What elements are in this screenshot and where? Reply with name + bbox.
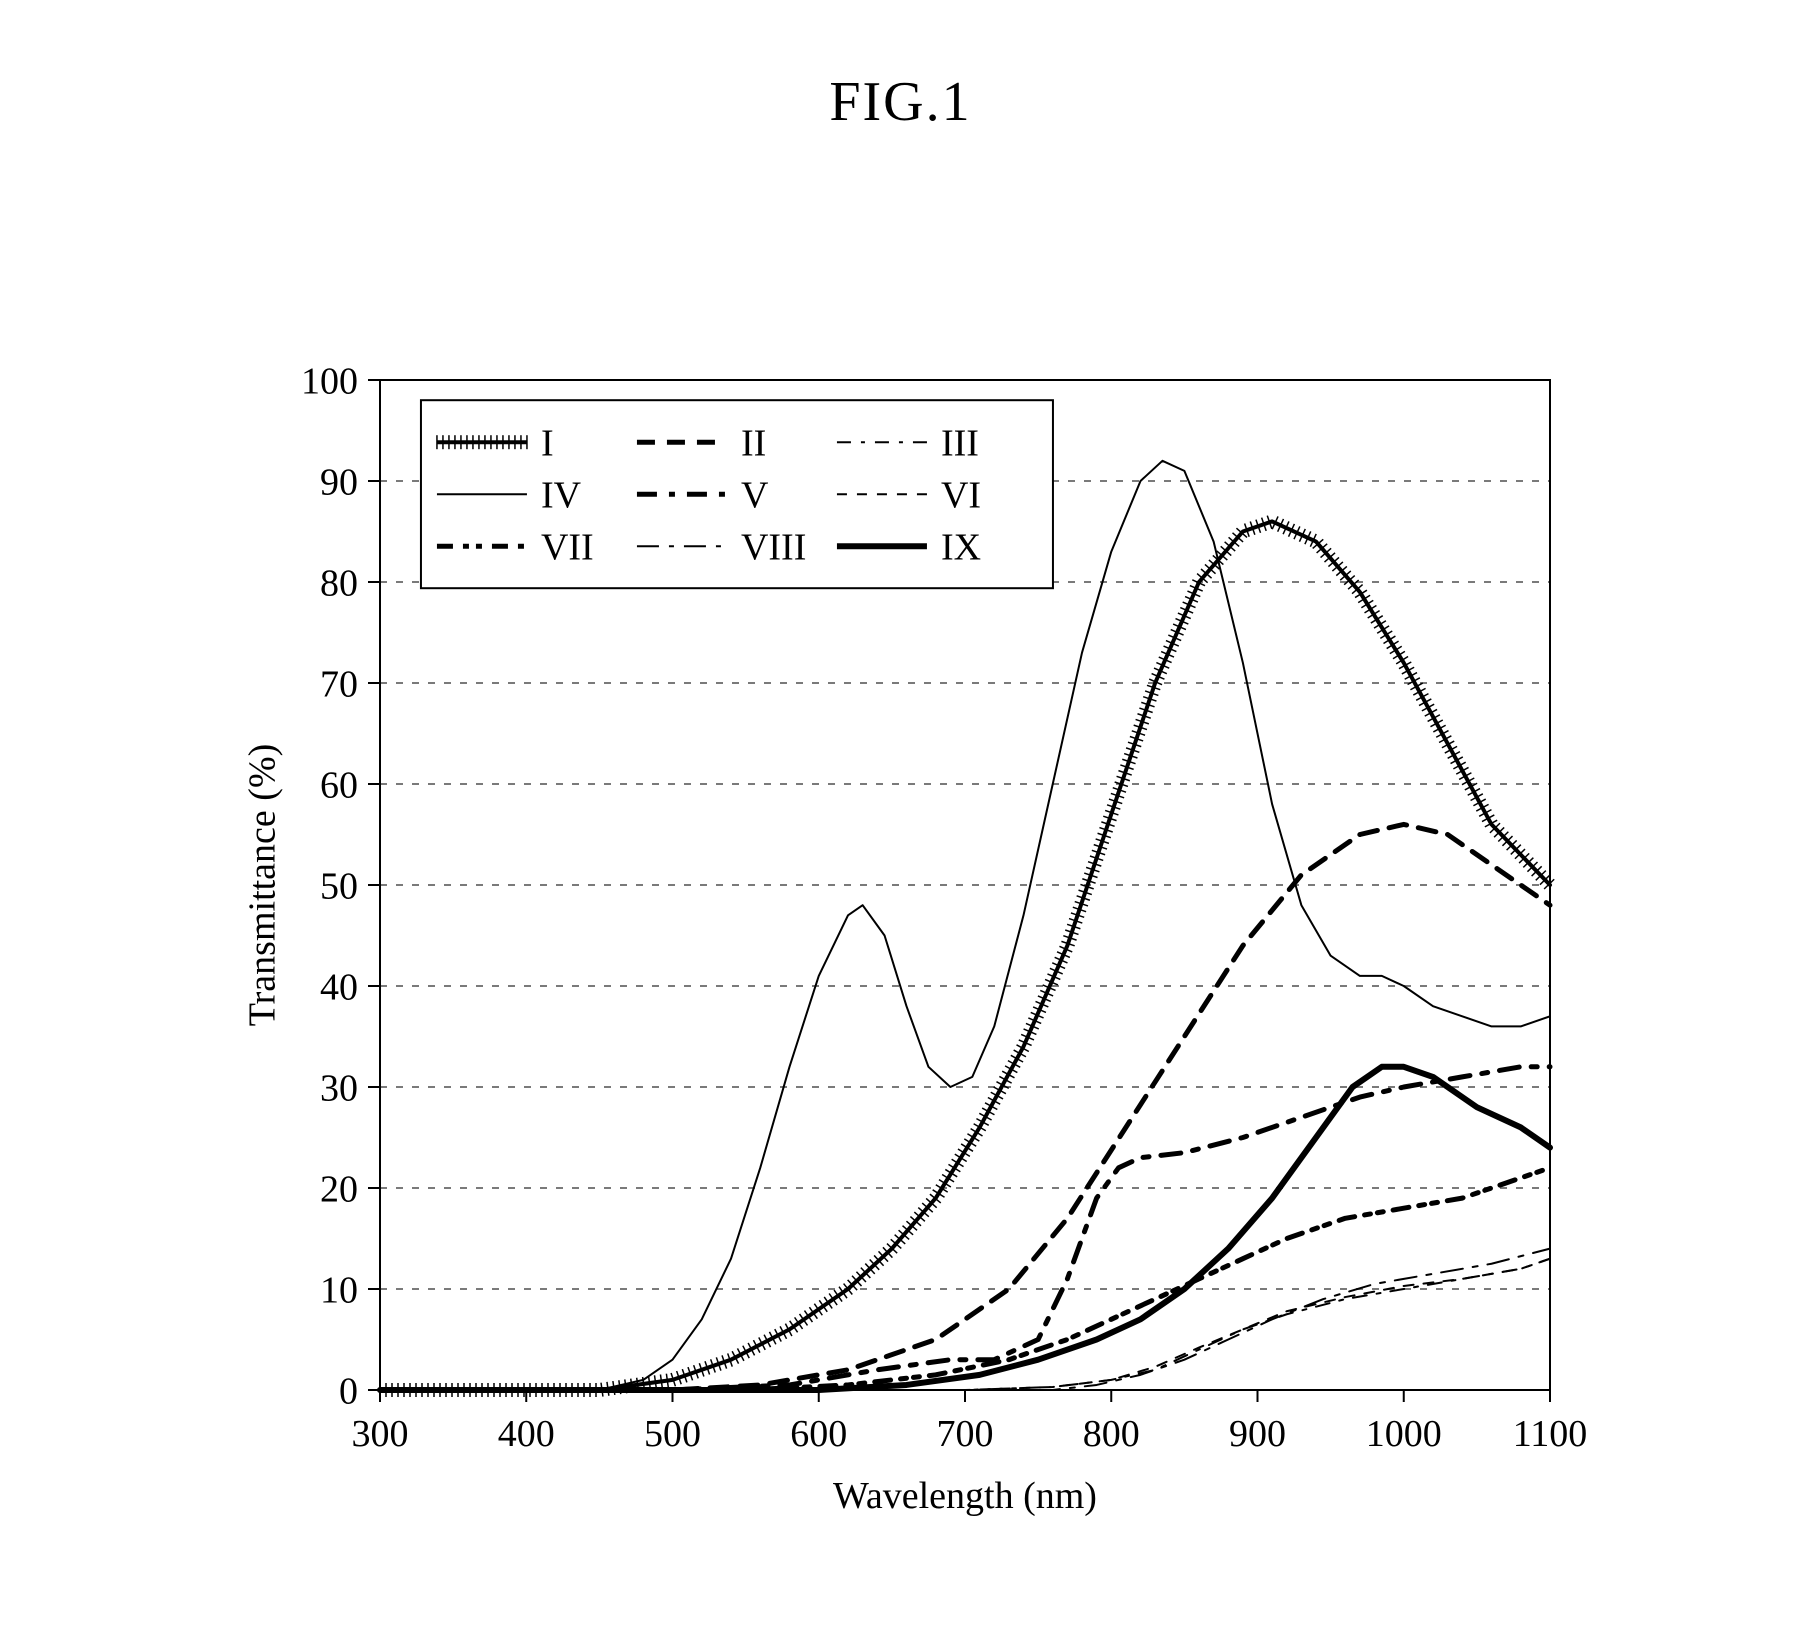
figure-title: FIG.1 xyxy=(0,70,1801,134)
x-tick-label: 600 xyxy=(790,1413,847,1455)
y-axis-label: Transmittance (%) xyxy=(241,744,283,1026)
y-tick-label: 70 xyxy=(320,663,358,705)
y-tick-label: 90 xyxy=(320,461,358,503)
y-tick-label: 60 xyxy=(320,764,358,806)
legend-label: IX xyxy=(941,527,981,569)
transmittance-chart: 3004005006007008009001000110001020304050… xyxy=(240,340,1580,1540)
x-tick-label: 1100 xyxy=(1513,1413,1588,1455)
x-tick-label: 400 xyxy=(498,1413,555,1455)
legend-label: IV xyxy=(541,475,582,517)
chart-svg: 3004005006007008009001000110001020304050… xyxy=(240,340,1580,1540)
y-tick-label: 100 xyxy=(301,360,358,402)
y-tick-label: 20 xyxy=(320,1168,358,1210)
x-tick-label: 300 xyxy=(352,1413,409,1455)
y-tick-label: 80 xyxy=(320,562,358,604)
x-tick-label: 800 xyxy=(1083,1413,1140,1455)
legend-label: VIII xyxy=(741,527,806,569)
y-tick-label: 30 xyxy=(320,1067,358,1109)
legend-label: I xyxy=(541,423,554,465)
legend-label: III xyxy=(941,423,979,465)
x-tick-label: 900 xyxy=(1229,1413,1286,1455)
legend-label: VI xyxy=(941,475,981,517)
y-tick-label: 0 xyxy=(339,1370,358,1412)
legend: IIIIIIIVVVIVIIVIIIIX xyxy=(421,400,1053,588)
y-tick-label: 50 xyxy=(320,865,358,907)
y-tick-label: 40 xyxy=(320,966,358,1008)
legend-label: VII xyxy=(541,527,594,569)
legend-label: V xyxy=(741,475,769,517)
x-axis-label: Wavelength (nm) xyxy=(833,1475,1097,1517)
x-tick-label: 500 xyxy=(644,1413,701,1455)
y-tick-label: 10 xyxy=(320,1269,358,1311)
x-tick-label: 1000 xyxy=(1366,1413,1442,1455)
legend-label: II xyxy=(741,423,766,465)
x-tick-label: 700 xyxy=(937,1413,994,1455)
